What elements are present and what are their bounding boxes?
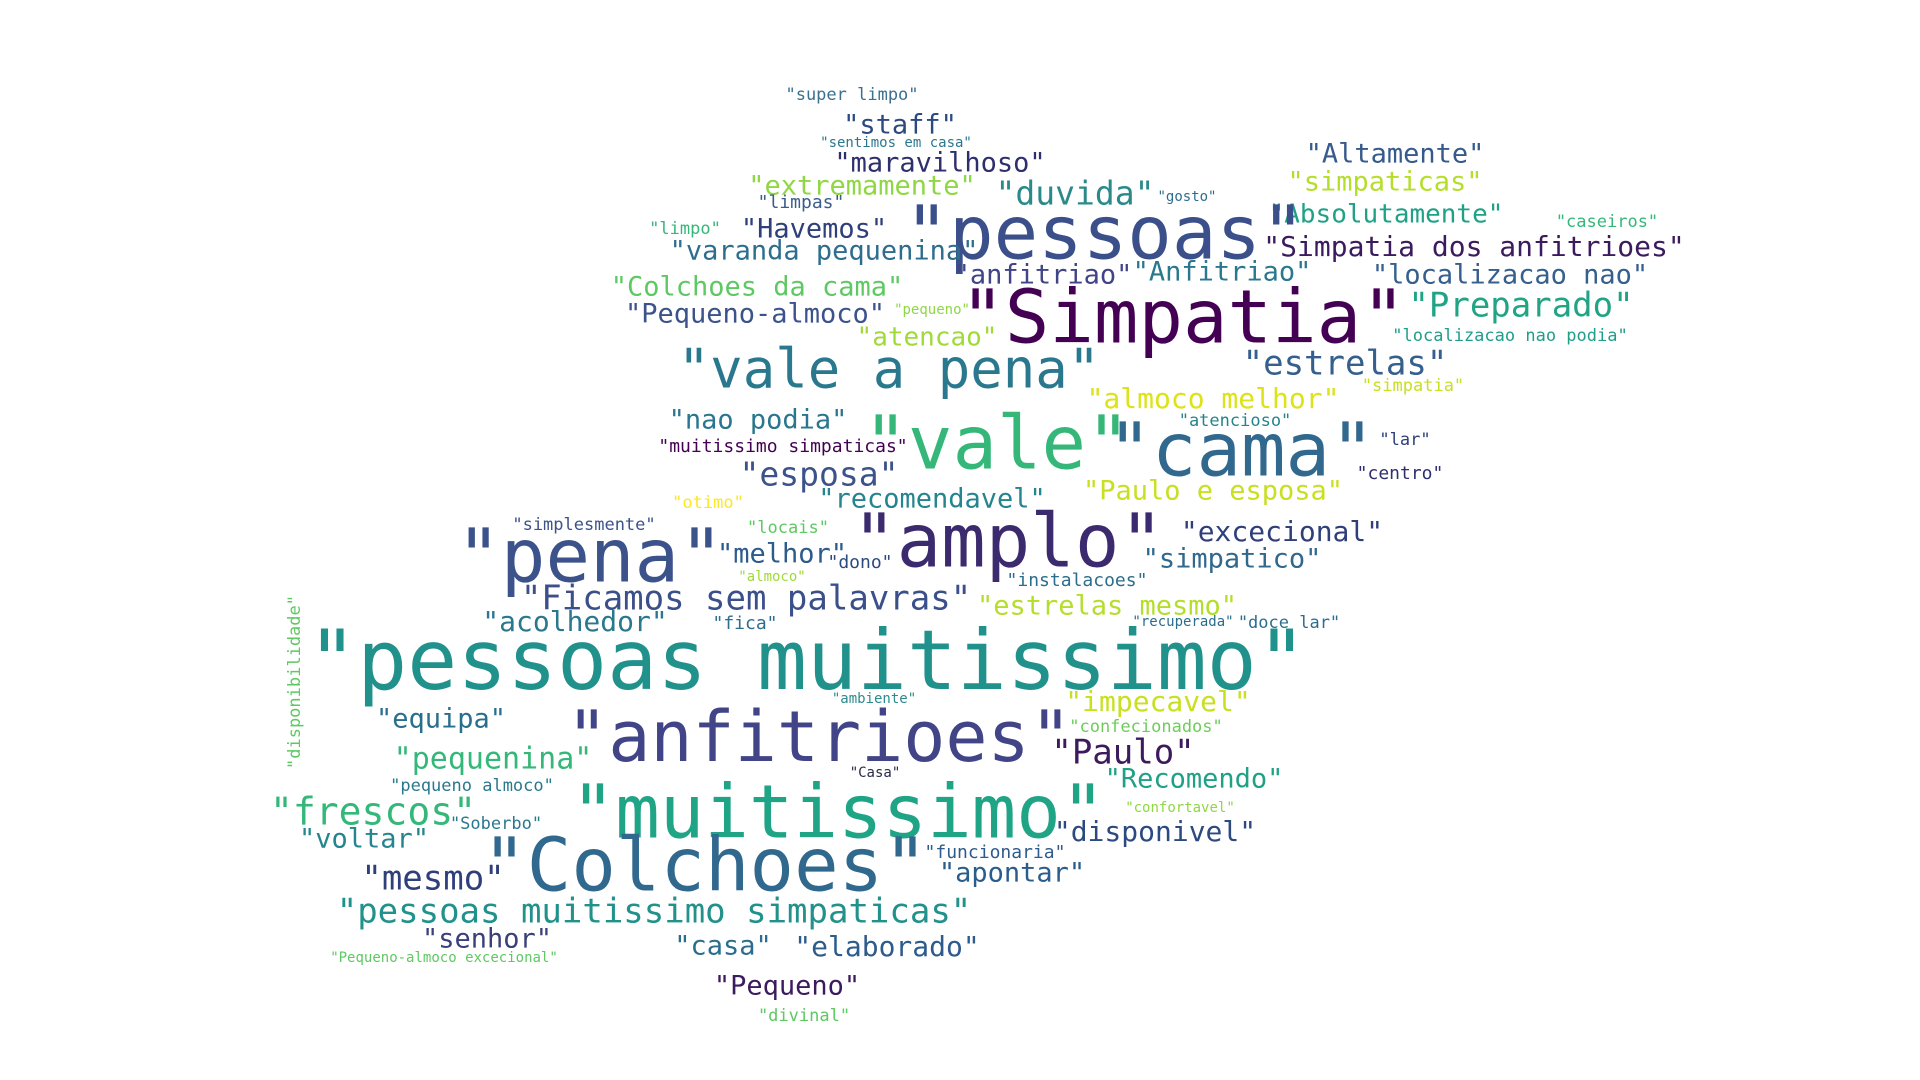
word-staff: "staff" — [843, 110, 957, 141]
word-altamente: "Altamente" — [1306, 139, 1485, 170]
word-elaborado: "elaborado" — [794, 930, 979, 963]
word-paulo: "Paulo" — [1051, 733, 1194, 773]
word-frescos: "frescos" — [270, 790, 476, 834]
word-preparado: "Preparado" — [1408, 286, 1633, 326]
word-limpas: "limpas" — [758, 192, 845, 213]
word-casa-upper: "Casa" — [850, 765, 901, 781]
word-locais: "locais" — [747, 518, 829, 538]
word-super-limpo: "super limpo" — [785, 85, 918, 105]
word-instalacoes: "instalacoes" — [1007, 570, 1148, 591]
word-absolutamente: "Absolutamente" — [1269, 200, 1504, 230]
word-extremamente: "extremamente" — [748, 171, 976, 202]
word-colchoes-da-cama: "Colchoes da cama" — [611, 272, 904, 303]
word-mesmo: "mesmo" — [361, 859, 504, 899]
word-equipa: "equipa" — [376, 704, 506, 735]
word-simpaticas: "simpaticas" — [1287, 167, 1482, 198]
word-acolhedor: "acolhedor" — [482, 605, 667, 638]
word-fica: "fica" — [712, 613, 777, 634]
word-pessoas-muitissimo-simpaticas: "pessoas muitissimo simpaticas" — [337, 892, 972, 932]
word-simplesmente: "simplesmente" — [512, 515, 655, 535]
word-voltar: "voltar" — [299, 824, 429, 855]
word-vale: "vale" — [863, 401, 1130, 487]
word-paulo-e-esposa: "Paulo e esposa" — [1083, 476, 1343, 507]
word-varanda-pequenina: "varanda pequenina" — [670, 236, 979, 267]
word-confortavel: "confortavel" — [1125, 800, 1235, 816]
word-recomendo: "Recomendo" — [1105, 764, 1284, 795]
word-ambiente: "ambiente" — [832, 691, 916, 707]
word-amplo: "amplo" — [852, 499, 1164, 585]
word-soberbo: "Soberbo" — [450, 814, 542, 834]
word-confecionados: "confecionados" — [1069, 717, 1223, 737]
word-localizacao-nao: "localizacao nao" — [1372, 260, 1648, 291]
word-doce-lar: "doce lar" — [1238, 613, 1340, 633]
word-pessoas: "pessoas" — [905, 191, 1306, 277]
word-pessoas-muitissimo: "pessoas muitissimo" — [307, 612, 1306, 709]
word-lar: "lar" — [1379, 430, 1430, 450]
word-pequeno-upper: "Pequeno" — [714, 971, 860, 1002]
word-atencioso: "atencioso" — [1179, 411, 1292, 431]
word-senhor: "senhor" — [422, 924, 552, 955]
word-almoco-melhor: "almoco melhor" — [1087, 382, 1340, 415]
word-pequeno-almoco-lower: "pequeno almoco" — [390, 776, 554, 796]
word-muitissimo: "muitissimo" — [571, 770, 1106, 856]
word-divinal: "divinal" — [758, 1006, 850, 1026]
word-pequenina: "pequenina" — [394, 742, 593, 777]
word-esposa: "esposa" — [740, 455, 899, 494]
word-disponivel: "disponivel" — [1054, 815, 1256, 848]
word-caseiros: "caseiros" — [1556, 212, 1658, 232]
word-dono: "dono" — [827, 552, 892, 573]
word-limpo: "limpo" — [649, 219, 721, 239]
word-gosto: "gosto" — [1157, 189, 1216, 205]
word-localizacao-nao-podia: "localizacao nao podia" — [1392, 326, 1627, 346]
word-pena: "pena" — [456, 514, 723, 600]
word-havemos: "Havemos" — [741, 214, 887, 245]
word-almoco: "almoco" — [738, 569, 805, 585]
word-impecavel: "impecavel" — [1065, 685, 1250, 718]
word-cama: "cama" — [1107, 408, 1374, 494]
word-vale-a-pena: "vale a pena" — [678, 338, 1101, 401]
word-recuperada: "recuperada" — [1132, 614, 1233, 630]
word-casa: "casa" — [674, 931, 772, 962]
word-otimo: "otimo" — [672, 493, 744, 513]
word-anfitrioes: "anfitrioes" — [566, 696, 1072, 778]
word-melhor: "melhor" — [717, 539, 847, 570]
word-maravilhoso: "maravilhoso" — [834, 148, 1045, 179]
word-simpatia-dos-anfitrioes: "Simpatia dos anfitrioes" — [1263, 230, 1684, 263]
word-estrelas-mesmo: "estrelas mesmo" — [977, 591, 1237, 622]
word-pequeno-almoco: "Pequeno-almoco" — [625, 299, 885, 330]
word-atencao: "atencao" — [857, 323, 998, 353]
word-muitissimo-simpaticas: "muitissimo simpaticas" — [658, 436, 907, 457]
word-pequeno-almoco-excecional: "Pequeno-almoco excecional" — [330, 950, 558, 966]
word-colchoes: "Colchoes" — [482, 823, 928, 909]
word-nao-podia: "nao podia" — [669, 405, 848, 436]
word-apontar: "apontar" — [939, 858, 1085, 889]
word-anfitriao-lower: "anfitriao" — [954, 260, 1133, 291]
word-simpatia-lower: "simpatia" — [1362, 376, 1464, 396]
word-duvida: "duvida" — [996, 174, 1155, 213]
word-recomendavel: "recomendavel" — [818, 484, 1046, 515]
word-funcionaria: "funcionaria" — [925, 842, 1066, 863]
word-ficamos-sem-palavras: "Ficamos sem palavras" — [521, 579, 971, 619]
word-anfitriao-upper: "Anfitriao" — [1133, 257, 1312, 288]
word-pequeno-lower: "pequeno" — [894, 302, 970, 318]
word-centro: "centro" — [1357, 463, 1444, 484]
word-excecional: "excecional" — [1181, 515, 1383, 548]
word-simpatico: "simpatico" — [1143, 544, 1322, 575]
word-sentimos-em-casa: "sentimos em casa" — [820, 135, 972, 151]
word-estrelas: "estrelas" — [1243, 344, 1448, 384]
word-disponibilidade: "disponibilidade" — [285, 595, 305, 769]
word-simpatia: "Simpatia" — [960, 275, 1406, 361]
